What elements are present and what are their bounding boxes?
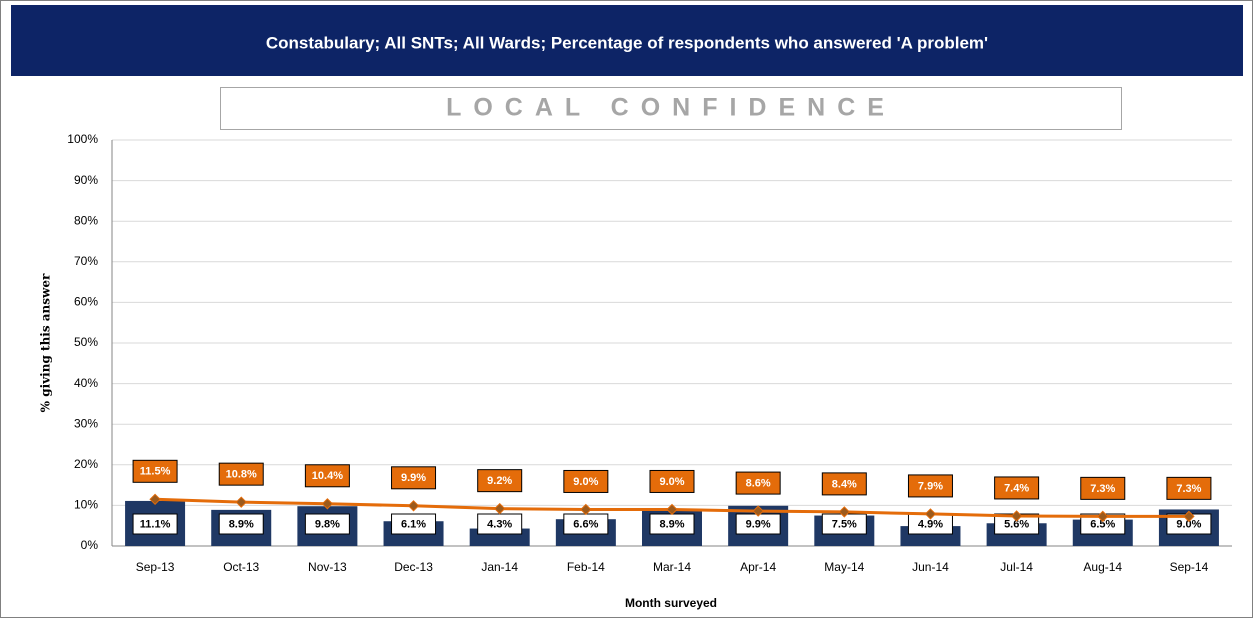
line-label: 7.4% [1004, 482, 1029, 494]
x-tick-label: Oct-13 [223, 560, 259, 574]
y-tick-label: 40% [74, 376, 98, 390]
line-label-box [1166, 476, 1212, 500]
line-label: 8.6% [746, 477, 771, 489]
bar-label-box [304, 513, 350, 535]
line-marker [838, 506, 851, 518]
line-label: 7.9% [918, 480, 943, 492]
line-label: 8.4% [832, 478, 857, 490]
bar-label-box [391, 513, 437, 535]
line-marker [1183, 510, 1195, 523]
y-tick-label: 70% [74, 254, 98, 268]
chart-title: Constabulary; All SNTs; All Wards; Perce… [266, 33, 988, 52]
bar-label: 9.8% [315, 518, 340, 530]
line-label-box [391, 466, 437, 490]
bar-label: 5.6% [1004, 518, 1029, 530]
line-marker [321, 498, 334, 510]
x-tick-label: Sep-14 [1170, 560, 1209, 574]
line-label-box [218, 462, 264, 486]
line-label: 11.5% [140, 466, 171, 478]
bar-label-box [132, 513, 178, 535]
line-marker [149, 493, 161, 506]
y-tick-label: 90% [74, 173, 98, 187]
line-label-box [994, 476, 1040, 500]
y-tick-label: 0% [81, 538, 99, 552]
y-axis-label: % giving this answer [39, 273, 53, 412]
bar-label: 6.5% [1090, 518, 1115, 530]
bar-label-box [218, 513, 264, 535]
y-tick-label: 100% [67, 132, 98, 146]
bar-label: 6.1% [401, 518, 426, 530]
line-label-box [907, 474, 953, 498]
y-tick-label: 60% [74, 295, 98, 309]
line-label-box [735, 471, 781, 495]
line-marker [407, 500, 420, 512]
y-tick-label: 80% [74, 213, 98, 227]
x-tick-label: May-14 [824, 560, 864, 574]
bar-label: 4.3% [487, 518, 512, 530]
header [11, 5, 1243, 76]
line-marker [666, 503, 678, 516]
bar-label: 9.9% [746, 518, 771, 530]
x-tick-label: Dec-13 [394, 560, 433, 574]
line-marker [752, 505, 764, 517]
line-marker [580, 503, 592, 516]
bar-label: 6.6% [573, 518, 598, 530]
chart-subtitle: LOCAL CONFIDENCE [446, 94, 896, 122]
bar-label: 7.5% [832, 518, 857, 530]
x-tick-label: Aug-14 [1083, 560, 1122, 574]
line-label-box [304, 464, 350, 488]
bar-label: 9.0% [1176, 518, 1201, 530]
x-tick-label: Mar-14 [653, 560, 691, 574]
line-label: 9.2% [487, 475, 512, 487]
line-label: 9.0% [573, 476, 598, 488]
line-marker [493, 502, 506, 515]
line-label-box [563, 469, 609, 493]
line-marker [1097, 510, 1109, 523]
bar-label: 8.9% [229, 518, 254, 530]
line-marker [235, 496, 247, 508]
bar-label: 11.1% [140, 518, 171, 530]
x-tick-label: Jun-14 [912, 560, 949, 574]
line-label-box [132, 459, 178, 483]
line-label: 7.3% [1176, 483, 1201, 495]
line-label: 10.8% [226, 469, 257, 481]
line-label-box [821, 472, 867, 496]
line-label: 9.0% [659, 476, 684, 488]
y-tick-label: 30% [74, 416, 98, 430]
x-tick-label: Nov-13 [308, 560, 347, 574]
line-label: 10.4% [312, 470, 343, 482]
x-tick-label: Sep-13 [136, 560, 175, 574]
x-tick-label: Jul-14 [1000, 560, 1033, 574]
line-label: 9.9% [401, 472, 426, 484]
x-tick-label: Apr-14 [740, 560, 776, 574]
y-tick-label: 10% [74, 498, 98, 512]
line-marker [924, 508, 937, 520]
line-label-box [477, 469, 523, 493]
bar-label: 8.9% [659, 518, 684, 530]
line-marker [1010, 510, 1023, 522]
x-tick-label: Jan-14 [481, 560, 518, 574]
x-tick-label: Feb-14 [567, 560, 605, 574]
line-label: 7.3% [1090, 483, 1115, 495]
bar-label: 4.9% [918, 518, 943, 530]
subtitle-box [220, 87, 1122, 130]
y-tick-label: 20% [74, 457, 98, 471]
line-label-box [1080, 476, 1126, 500]
line-label-box [649, 469, 695, 493]
y-tick-label: 50% [74, 335, 98, 349]
x-axis-label: Month surveyed [625, 596, 717, 610]
